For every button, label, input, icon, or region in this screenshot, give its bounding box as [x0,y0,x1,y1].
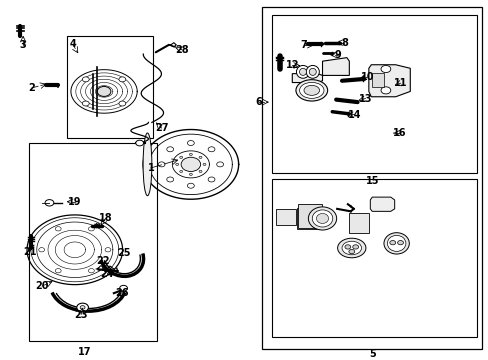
Circle shape [208,147,215,152]
Text: 23: 23 [74,310,88,320]
Text: 14: 14 [347,109,360,120]
Circle shape [216,162,223,167]
Bar [29,143,157,341]
Text: 16: 16 [392,128,406,138]
Ellipse shape [296,66,309,78]
Circle shape [166,177,173,182]
Bar [298,203,321,228]
Text: 25: 25 [117,248,130,258]
Circle shape [199,170,202,172]
Text: 13: 13 [358,94,371,104]
Text: 11: 11 [393,78,407,88]
Circle shape [199,156,202,158]
Text: 24: 24 [100,269,114,279]
Circle shape [45,199,54,206]
Circle shape [344,245,350,249]
Text: 19: 19 [68,197,81,207]
Circle shape [187,140,194,145]
Polygon shape [292,58,348,82]
Circle shape [189,153,192,156]
Circle shape [120,285,127,291]
Text: 18: 18 [99,213,112,224]
Polygon shape [368,65,409,97]
Circle shape [352,245,358,249]
Circle shape [97,86,111,96]
Circle shape [80,306,85,309]
Circle shape [136,140,143,146]
Ellipse shape [143,133,152,196]
Circle shape [88,269,94,273]
Circle shape [55,227,61,231]
Text: 7: 7 [300,40,307,50]
Circle shape [180,156,183,158]
Ellipse shape [305,66,319,78]
Bar [371,73,384,87]
Circle shape [348,249,354,254]
Bar [66,36,153,138]
Text: 21: 21 [23,247,37,257]
Ellipse shape [386,235,405,251]
Circle shape [82,77,89,82]
Ellipse shape [299,82,324,98]
Circle shape [77,303,88,312]
Text: 27: 27 [155,123,168,133]
Circle shape [187,183,194,188]
Ellipse shape [308,207,336,230]
Ellipse shape [299,68,306,75]
Circle shape [158,162,164,167]
Ellipse shape [337,238,365,258]
Ellipse shape [308,68,316,75]
Bar [276,209,295,225]
Circle shape [166,147,173,152]
Circle shape [208,177,215,182]
Bar [262,7,482,349]
Text: 9: 9 [334,50,341,60]
Circle shape [82,101,89,106]
Bar [271,15,476,173]
Text: 8: 8 [340,38,347,48]
Bar [271,179,476,337]
Text: 1: 1 [147,163,154,173]
Ellipse shape [341,241,361,255]
Text: 3: 3 [20,40,26,50]
Text: 26: 26 [115,288,128,298]
Circle shape [180,170,183,172]
Circle shape [189,173,192,175]
Circle shape [39,248,44,252]
Circle shape [380,66,390,73]
Bar [297,208,321,229]
Polygon shape [369,197,394,211]
Ellipse shape [295,80,327,101]
Text: 4: 4 [69,40,76,49]
Circle shape [380,87,390,94]
Circle shape [119,77,125,82]
Circle shape [203,163,205,166]
Text: 15: 15 [365,176,378,186]
Text: 28: 28 [175,45,188,55]
Ellipse shape [312,210,332,227]
Ellipse shape [304,85,319,95]
Text: 10: 10 [360,72,373,82]
Ellipse shape [383,233,408,254]
Circle shape [175,163,178,166]
Bar [348,213,368,233]
Circle shape [181,157,200,171]
Circle shape [55,269,61,273]
Text: 6: 6 [255,97,262,107]
Ellipse shape [316,213,328,224]
Text: 2: 2 [28,83,35,93]
Text: 22: 22 [96,256,110,266]
Text: 20: 20 [35,281,49,291]
Circle shape [397,240,403,245]
Circle shape [105,248,111,252]
Circle shape [88,227,94,231]
Text: 5: 5 [368,349,375,359]
Text: 12: 12 [285,60,299,71]
Text: 17: 17 [78,347,91,357]
Circle shape [119,101,125,106]
Circle shape [389,240,395,245]
